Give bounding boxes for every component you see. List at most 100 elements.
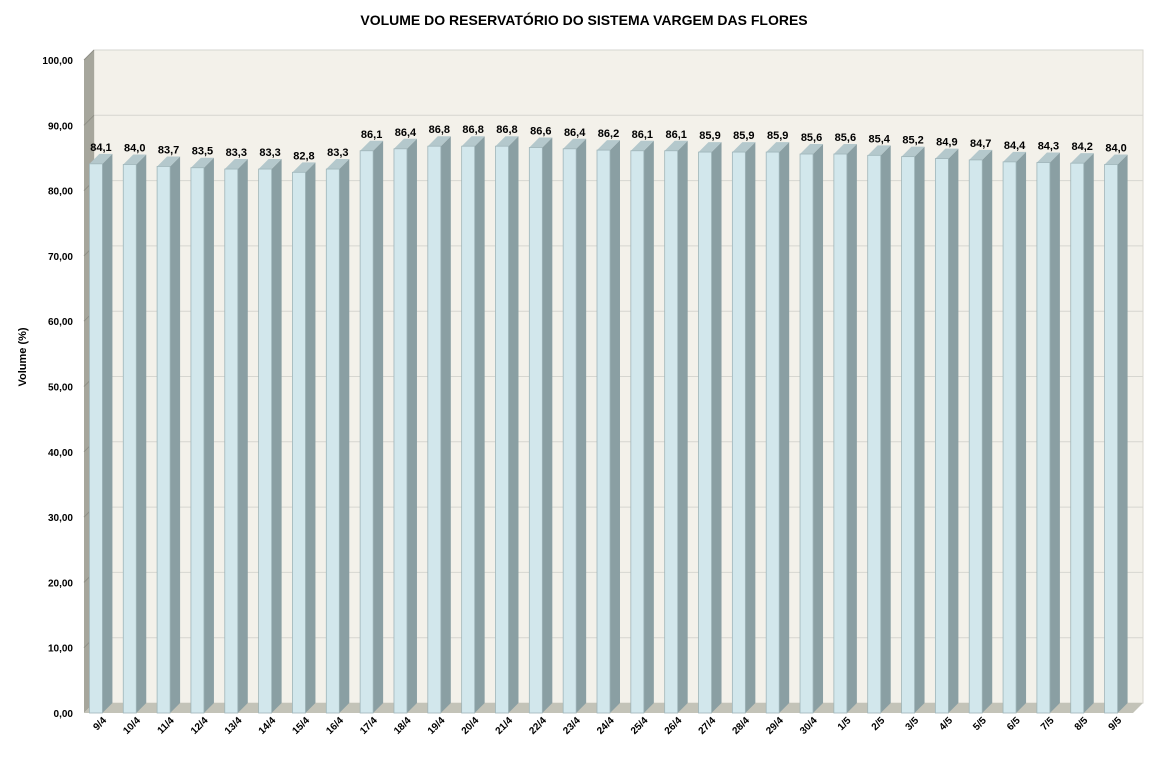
bar-29/4 [765, 142, 790, 714]
bar [528, 147, 543, 714]
bar-30/4 [799, 144, 824, 714]
bar-side [745, 142, 756, 713]
bar-top [732, 142, 756, 153]
bar [833, 153, 848, 714]
bar [664, 150, 679, 714]
bar-top [258, 159, 282, 170]
bar-27/4 [698, 142, 722, 714]
data-label: 83,3 [327, 147, 348, 159]
x-tick-label: 15/4 [291, 715, 313, 737]
bar-side [677, 140, 688, 714]
data-label: 84,0 [124, 142, 145, 154]
bar-side [440, 136, 451, 714]
x-tick-label: 28/4 [730, 715, 752, 737]
bar-side [102, 153, 113, 713]
bar-top [901, 146, 925, 157]
x-tick-label: 10/4 [121, 715, 143, 737]
data-label: 84,9 [936, 137, 957, 149]
bar-18/4 [393, 138, 417, 714]
bar [968, 159, 983, 714]
bar [89, 163, 103, 714]
bar-top [630, 140, 654, 151]
data-label: 85,9 [767, 130, 788, 142]
bar [292, 171, 306, 714]
bar-side [1049, 152, 1060, 713]
bar [258, 168, 273, 714]
y-tick-label: 100,00 [42, 56, 73, 67]
bar-side [406, 138, 417, 714]
bar-top [89, 153, 113, 164]
bar-top [867, 145, 891, 156]
data-label: 85,9 [733, 130, 754, 142]
y-axis-label: Volume (%) [17, 327, 29, 386]
bar-11/4 [156, 156, 181, 714]
x-tick-label: 23/4 [561, 715, 583, 737]
bar-top [1104, 154, 1128, 165]
x-tick-label: 2/5 [870, 715, 888, 733]
bar-side [373, 140, 384, 714]
bar-side [305, 162, 316, 714]
x-tick-label: 26/4 [663, 715, 685, 737]
bar-26/4 [664, 140, 688, 714]
bar-top [393, 138, 417, 149]
bar-side [610, 140, 620, 713]
bar-13/4 [224, 159, 248, 714]
bar-6/5 [1002, 151, 1027, 714]
bar [495, 145, 509, 714]
bar-21/4 [495, 136, 519, 714]
bar-side [237, 159, 248, 713]
data-label: 85,9 [699, 130, 720, 142]
data-label: 85,2 [902, 135, 923, 147]
bar-side [1016, 151, 1027, 714]
data-label: 83,5 [192, 146, 213, 158]
bar-8/5 [1070, 153, 1094, 714]
data-label: 83,7 [158, 144, 179, 156]
bar [461, 145, 476, 714]
bar-side [914, 146, 925, 714]
x-tick-label: 25/4 [629, 715, 651, 737]
bar-side [711, 142, 722, 713]
bar [325, 168, 340, 714]
bar-top [563, 138, 587, 149]
bar [393, 148, 408, 714]
x-tick-label: 3/5 [904, 715, 922, 733]
bar-side [203, 157, 214, 713]
x-tick-label: 24/4 [595, 715, 617, 737]
data-label: 85,6 [835, 132, 856, 144]
x-tick-label: 8/5 [1073, 715, 1091, 733]
bar-side [643, 140, 654, 714]
data-label: 86,6 [530, 126, 551, 138]
bar-25/4 [630, 140, 654, 714]
bar [765, 151, 780, 714]
x-tick-label: 9/5 [1107, 715, 1125, 733]
bar-5/5 [968, 149, 993, 714]
x-tick-label: 30/4 [798, 715, 820, 737]
bar-top [360, 140, 384, 151]
bar-16/4 [325, 159, 350, 714]
x-tick-label: 7/5 [1039, 715, 1057, 733]
bar-15/4 [292, 162, 316, 714]
bar-24/4 [596, 140, 620, 714]
bar-side [136, 154, 147, 714]
bar-2/5 [867, 145, 891, 714]
data-label: 86,1 [632, 129, 653, 141]
bar-17/4 [359, 140, 384, 714]
data-label: 84,1 [90, 142, 111, 154]
bar [867, 154, 882, 714]
bar-side [982, 149, 993, 713]
bar [1070, 162, 1085, 714]
y-tick-label: 90,00 [48, 121, 73, 132]
bar-top [1070, 153, 1094, 164]
y-tick-label: 50,00 [48, 383, 73, 394]
bar-top [495, 136, 519, 147]
y-tick-label: 0,00 [54, 709, 74, 720]
data-label: 84,7 [970, 138, 991, 150]
bar-10/4 [122, 154, 147, 714]
bar [799, 153, 814, 714]
bar-top [766, 142, 790, 153]
x-tick-label: 14/4 [257, 715, 279, 737]
bar-22/4 [528, 137, 553, 714]
bar-23/4 [562, 138, 587, 714]
bar-19/4 [427, 136, 451, 714]
